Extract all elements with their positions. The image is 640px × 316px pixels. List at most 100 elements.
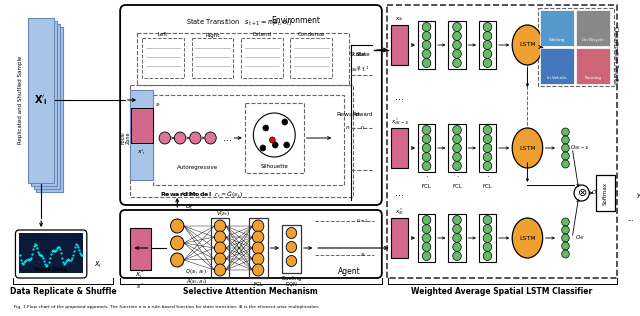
Circle shape	[422, 40, 431, 50]
Circle shape	[483, 58, 492, 68]
Bar	[418, 214, 435, 262]
Circle shape	[252, 242, 264, 254]
Bar	[28, 18, 54, 183]
Point	[75, 251, 85, 256]
Circle shape	[574, 185, 589, 201]
Point	[30, 242, 40, 247]
Point	[70, 242, 81, 247]
Text: $y^i_i$: $y^i_i$	[636, 189, 640, 203]
Text: $Q(s_t, a_t)$: $Q(s_t, a_t)$	[186, 266, 207, 276]
Text: $s_t$: $s_t$	[155, 101, 161, 109]
Point	[76, 252, 86, 257]
Text: Running: Running	[584, 76, 602, 80]
Point	[24, 257, 34, 262]
Circle shape	[452, 224, 461, 234]
Point	[40, 261, 51, 266]
Point	[70, 244, 80, 249]
Circle shape	[422, 143, 431, 153]
Circle shape	[562, 250, 570, 258]
Text: State: State	[349, 52, 366, 58]
Circle shape	[263, 125, 269, 131]
Circle shape	[422, 50, 431, 58]
Circle shape	[562, 218, 570, 226]
Point	[38, 255, 49, 260]
Point	[61, 259, 72, 264]
Point	[68, 248, 79, 253]
Circle shape	[252, 231, 264, 243]
Circle shape	[260, 145, 266, 151]
Text: Condense: Condense	[298, 33, 325, 38]
Text: Environment: Environment	[271, 16, 320, 25]
Point	[27, 251, 37, 256]
Circle shape	[452, 135, 461, 143]
Point	[16, 257, 26, 262]
Text: Focal
Zone: Focal Zone	[120, 132, 131, 144]
Point	[35, 252, 45, 257]
Point	[18, 261, 28, 266]
Text: State Transition   $s_{t+1} = \pi(s_t, a_t)$: State Transition $s_{t+1} = \pi(s_t, a_t…	[186, 17, 292, 27]
Circle shape	[627, 177, 634, 185]
Circle shape	[452, 143, 461, 153]
Bar	[154, 95, 344, 185]
Point	[57, 256, 67, 261]
Bar	[137, 33, 349, 85]
Circle shape	[452, 58, 461, 68]
Text: FCL: FCL	[253, 282, 263, 287]
Point	[17, 260, 28, 265]
Circle shape	[214, 264, 226, 276]
Circle shape	[562, 160, 570, 168]
Text: Action: Action	[181, 192, 198, 198]
Circle shape	[483, 234, 492, 242]
Circle shape	[171, 219, 184, 233]
Circle shape	[452, 252, 461, 260]
Text: Fig. 1 Flow chart of the proposed approach. The function π is a rule-based funct: Fig. 1 Flow chart of the proposed approa…	[13, 305, 319, 309]
Bar	[418, 124, 435, 172]
Point	[53, 244, 63, 249]
Point	[44, 259, 54, 264]
Point	[56, 251, 66, 256]
Text: $\otimes$: $\otimes$	[577, 187, 587, 198]
Text: On Bicycle: On Bicycle	[582, 38, 604, 42]
Circle shape	[452, 234, 461, 242]
Circle shape	[422, 125, 431, 135]
Text: $s_t$: $s_t$	[360, 251, 366, 259]
Circle shape	[171, 253, 184, 267]
Text: $r_t$: $r_t$	[346, 124, 352, 132]
Text: Reward: Reward	[353, 112, 373, 118]
Circle shape	[452, 32, 461, 40]
Circle shape	[452, 40, 461, 50]
Circle shape	[483, 22, 492, 32]
Circle shape	[422, 135, 431, 143]
Text: $s^*$: $s^*$	[136, 281, 144, 291]
Point	[45, 251, 56, 256]
Circle shape	[422, 32, 431, 40]
Text: Input Data: Input Data	[34, 268, 67, 272]
Text: Dueling
DQN: Dueling DQN	[281, 276, 301, 286]
Text: Silhouette: Silhouette	[260, 165, 288, 169]
Bar	[387, 5, 617, 278]
Text: Walking: Walking	[549, 38, 565, 42]
Point	[24, 257, 35, 262]
Point	[28, 247, 38, 252]
Text: $s_{t+1}$: $s_{t+1}$	[351, 66, 365, 74]
Circle shape	[174, 132, 186, 144]
Circle shape	[562, 128, 570, 136]
Text: FCL: FCL	[422, 184, 431, 189]
Point	[59, 261, 69, 266]
Point	[33, 249, 43, 254]
Text: Classification Results: Classification Results	[613, 26, 618, 84]
Text: $x_i$: $x_i$	[94, 260, 102, 270]
Bar	[31, 21, 58, 186]
Point	[52, 246, 62, 251]
Bar	[291, 38, 332, 78]
Bar	[191, 38, 234, 78]
Text: Reward: Reward	[337, 112, 360, 118]
Bar	[130, 90, 154, 180]
Point	[72, 242, 82, 247]
Text: $O_{iK}$: $O_{iK}$	[575, 234, 585, 242]
Bar	[244, 103, 304, 173]
Circle shape	[562, 144, 570, 152]
Circle shape	[452, 50, 461, 58]
Point	[36, 252, 46, 258]
Circle shape	[483, 40, 492, 50]
